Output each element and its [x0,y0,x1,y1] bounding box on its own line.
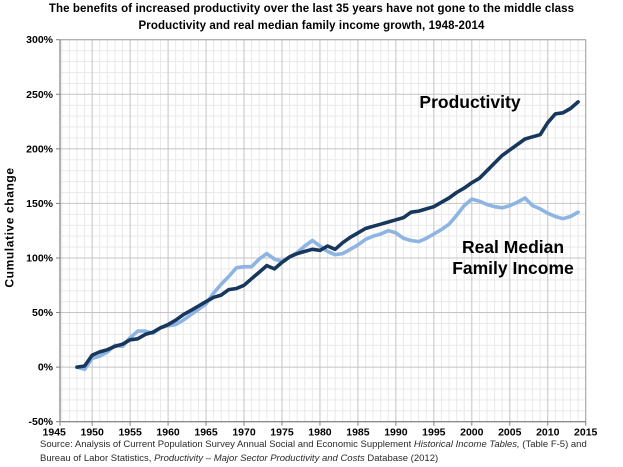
y-axis-tick-label: 150% [26,198,54,210]
income-series-label-line2: Family Income [452,258,574,278]
x-axis-tick-label: 1955 [118,427,142,439]
x-axis-tick-label: 1985 [346,427,370,439]
x-axis-tick-label: 1965 [194,427,218,439]
productivity-series-label: Productivity [419,92,521,112]
chart-subtitle: Productivity and real median family inco… [138,20,485,32]
source-note: Source: Analysis of Current Population S… [40,438,615,465]
income-series-label-line1: Real Median [461,237,565,257]
y-axis-tick-label: 50% [32,307,54,319]
x-axis-tick-label: 2005 [498,427,522,439]
x-axis-tick-label: 1970 [232,427,256,439]
source-note-line2: Bureau of Labor Statistics, Productivity… [40,452,439,464]
income-series-label: Real Median Family Income [440,237,586,279]
y-axis-tick-label: 300% [26,34,54,46]
x-axis-tick-label: 2015 [574,427,598,439]
x-axis-tick-label: 1975 [270,427,294,439]
chart-title: The benefits of increased productivity o… [48,3,575,15]
x-axis-tick-label: 1945 [43,427,67,439]
x-axis-tick-label: 1980 [308,427,332,439]
x-axis-tick-label: 2010 [536,427,560,439]
x-axis-tick-label: 2000 [460,427,484,439]
y-axis-tick-label: 0% [38,362,54,374]
y-axis-tick-label: -50% [28,416,53,428]
productivity-line [75,100,580,369]
x-axis-tick-label: 1990 [384,427,408,439]
source-note-line1: Source: Analysis of Current Population S… [40,439,587,450]
y-axis-tick-label: 100% [26,252,54,264]
x-axis-tick-label: 1960 [156,427,180,439]
y-axis-tick-label: 200% [26,143,54,155]
x-axis-tick-label: 1995 [422,427,446,439]
y-axis-tick-label: 250% [26,89,54,101]
x-axis-tick-label: 1950 [80,427,104,439]
